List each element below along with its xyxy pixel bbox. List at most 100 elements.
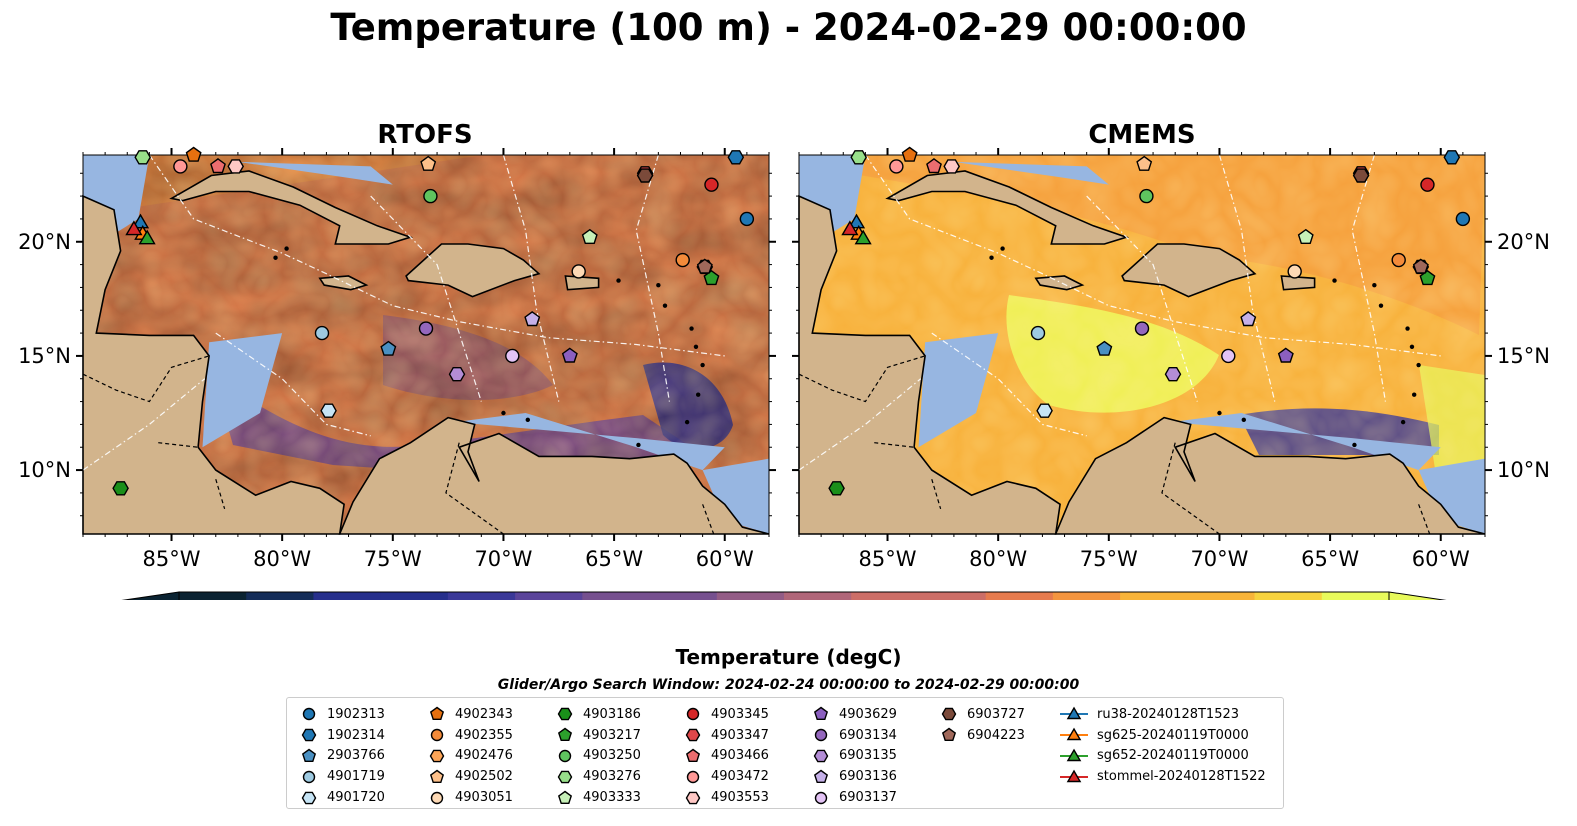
legend-marker-icon xyxy=(557,770,573,784)
shallow-shelf xyxy=(237,161,393,185)
y-tick-label: 20°N xyxy=(18,230,71,254)
float-marker-1902313 xyxy=(1455,211,1471,227)
legend-column: 6903727 6904223 xyxy=(939,704,1025,746)
legend-hexagon-icon xyxy=(685,728,701,742)
legend-item: 4901719 xyxy=(299,766,385,787)
land-puerto-rico xyxy=(1280,275,1316,291)
float-marker-4903186 xyxy=(828,481,845,496)
legend-label: 6903136 xyxy=(839,769,897,785)
island xyxy=(1409,344,1415,349)
legend-pentagon-icon xyxy=(685,748,701,762)
land-hispaniola xyxy=(1121,243,1257,298)
eez-boundary xyxy=(1218,154,1276,402)
legend-label: 4902476 xyxy=(455,748,513,764)
map-frame xyxy=(798,154,1486,535)
legend-item: 1902313 xyxy=(299,704,385,725)
shallow-shelf xyxy=(953,161,1109,185)
float-marker-4903250 xyxy=(423,188,438,204)
legend-circle-icon xyxy=(686,770,700,783)
float-marker-4902502 xyxy=(1136,155,1153,171)
legend-item: sg652-20240119T0000 xyxy=(1059,746,1266,767)
shallow-shelf xyxy=(202,333,283,448)
island xyxy=(1332,278,1337,283)
map-frame xyxy=(82,154,770,535)
legend-label: 2903766 xyxy=(327,748,385,764)
land-jamaica xyxy=(318,275,369,291)
legend-marker-icon xyxy=(302,708,316,721)
float-marker-6903137 xyxy=(1221,348,1236,364)
legend-label: 6903134 xyxy=(839,727,897,743)
country-border xyxy=(82,355,210,403)
legend-item: 4902476 xyxy=(427,746,513,767)
legend-item: 4903250 xyxy=(555,746,641,767)
legend-marker-icon xyxy=(941,727,957,742)
float-marker-6903727 xyxy=(636,168,654,183)
float-marker-4903217 xyxy=(1419,269,1436,286)
float-marker-6903135 xyxy=(1164,367,1182,382)
island xyxy=(616,278,621,283)
legend-marker-icon xyxy=(429,769,445,783)
legend-circle-icon xyxy=(686,708,700,721)
colorbar-frame xyxy=(178,591,1390,600)
legend-marker-icon xyxy=(430,728,444,742)
eez-boundary xyxy=(635,154,671,402)
island xyxy=(1217,410,1222,416)
country-border xyxy=(445,442,504,535)
legend-label: 4903250 xyxy=(583,748,641,764)
legend-pentagon-icon xyxy=(557,790,573,804)
legend-label: 4903472 xyxy=(711,769,769,785)
island xyxy=(684,419,690,425)
eez-boundary xyxy=(1086,195,1198,402)
legend-column: 4903629 6903134 6903135 6903136 6903137 xyxy=(811,704,897,808)
legend-pentagon-icon xyxy=(813,769,829,783)
float-marker-4903345 xyxy=(1420,177,1435,192)
legend-marker-icon xyxy=(813,769,829,783)
float-marker-6903135 xyxy=(448,367,466,382)
legend-column: 4902343 4902355 4902476 4902502 4903051 xyxy=(427,704,513,808)
legend-marker-icon xyxy=(1060,706,1088,720)
legend-marker-icon xyxy=(1060,727,1088,741)
glider-marker-ru38-20240128T1523 xyxy=(847,213,866,229)
shallow-shelf xyxy=(1170,412,1441,471)
legend-label: sg652-20240119T0000 xyxy=(1097,748,1249,764)
colorbar-segment xyxy=(985,592,1054,600)
float-marker-4903276 xyxy=(850,150,868,165)
legend-label: 4901720 xyxy=(327,790,385,806)
legend-marker-icon xyxy=(558,749,572,763)
legend-label: 4903186 xyxy=(583,706,641,722)
float-marker-4902502 xyxy=(420,155,437,171)
legend-marker-icon xyxy=(685,748,701,762)
x-tick-label: 85°W xyxy=(143,547,201,571)
legend-marker-icon xyxy=(814,728,828,742)
float-marker-4903629 xyxy=(561,347,578,363)
legend-marker-icon xyxy=(302,770,316,783)
landmasses xyxy=(798,154,1486,535)
eez-boundary xyxy=(931,332,1087,437)
legend-marker-icon xyxy=(813,749,829,763)
float-marker-4903466 xyxy=(210,158,226,174)
legend-circle-icon xyxy=(814,791,828,804)
legend-pentagon-icon xyxy=(557,727,573,742)
legend-item: 6903137 xyxy=(811,787,897,808)
legend-item: 4902502 xyxy=(427,766,513,787)
land-south-america xyxy=(338,416,770,535)
legend-triangle-icon xyxy=(1066,706,1082,720)
legend-label: 4903276 xyxy=(583,769,641,785)
land-jamaica xyxy=(1034,275,1085,291)
island xyxy=(700,362,705,368)
colorbar-segment xyxy=(313,592,382,600)
colorbar-segment xyxy=(784,592,852,600)
legend-label: 4903466 xyxy=(711,748,769,764)
legend-item: 4903629 xyxy=(811,704,897,725)
colorbar-segment xyxy=(380,592,449,600)
island xyxy=(1411,392,1417,397)
float-marker-4903051 xyxy=(1287,264,1302,279)
land-south-america xyxy=(1054,416,1486,535)
colorbar-segment xyxy=(246,592,314,600)
float-marker-4903217 xyxy=(703,269,720,286)
legend-marker-icon xyxy=(429,707,445,721)
float-marker-4901720 xyxy=(320,403,337,418)
island xyxy=(1372,282,1377,288)
colorbar-segment xyxy=(649,592,718,600)
glider-marker-stommel-20240128T1522 xyxy=(841,220,859,236)
